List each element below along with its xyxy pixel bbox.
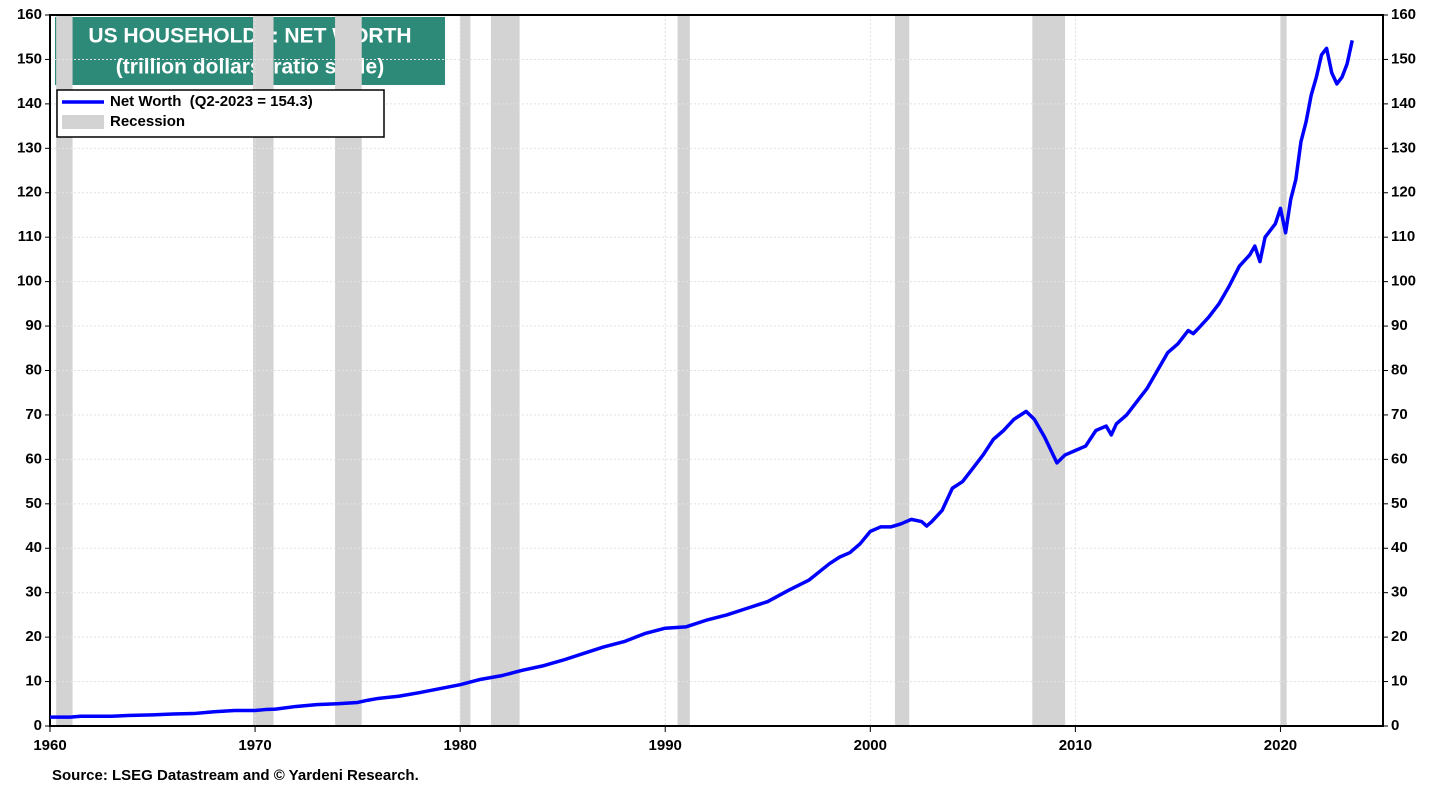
y2-tick-label: 130 [1391,139,1416,156]
chart-title: US HOUSEHOLDS: NET WORTH [88,25,411,48]
y-tick-label: 130 [17,139,42,156]
y-tick-label: 150 [17,50,42,67]
y-tick-label: 70 [25,406,42,423]
y2-tick-label: 120 [1391,184,1416,201]
series-line [50,39,1354,719]
x-tick-label: 1960 [33,737,66,754]
legend-swatch [62,115,104,129]
y2-tick-label: 10 [1391,673,1408,690]
y2-tick-label: 90 [1391,317,1408,334]
x-tick-label: 1970 [238,737,271,754]
x-tick-label: 2010 [1059,737,1092,754]
plot-frame [49,14,1384,727]
legend-label: Recession [110,113,185,130]
y-tick-label: 90 [25,317,42,334]
y-tick-label: 160 [17,6,42,23]
title-box [55,17,445,85]
y2-tick-label: 0 [1391,717,1399,734]
x-tick-label: 1990 [649,737,682,754]
y-tick-label: 100 [17,273,42,290]
y2-tick-label: 150 [1391,50,1416,67]
y-tick-label: 20 [25,628,42,645]
y-tick-label: 140 [17,95,42,112]
recession-band [56,15,73,726]
y2-tick-label: 110 [1391,228,1415,245]
legend-label: Net Worth (Q2-2023 = 154.3) [110,93,313,110]
legend-box [56,89,385,138]
y-tick-label: 40 [25,539,42,556]
y-tick-label: 10 [25,673,42,690]
y-tick-label: 120 [17,184,42,201]
y-tick-label: 110 [18,228,42,245]
y2-tick-label: 100 [1391,273,1416,290]
y2-tick-label: 70 [1391,406,1408,423]
y2-tick-label: 40 [1391,539,1408,556]
y2-tick-label: 140 [1391,95,1416,112]
y2-tick-label: 160 [1391,6,1416,23]
y-tick-label: 60 [25,450,42,467]
chart-subtitle: (trillion dollars, ratio scale) [116,56,384,79]
y-tick-label: 30 [25,584,42,601]
y-tick-label: 50 [25,495,42,512]
source: Source: LSEG Datastream and © Yardeni Re… [52,767,419,784]
y2-tick-label: 20 [1391,628,1408,645]
x-tick-label: 2020 [1264,737,1297,754]
y2-tick-label: 50 [1391,495,1408,512]
y2-tick-label: 80 [1391,361,1408,378]
x-tick-label: 1980 [443,737,476,754]
y2-tick-label: 30 [1391,584,1408,601]
y-tick-label: 0 [34,717,42,734]
y-tick-label: 80 [25,361,42,378]
y2-tick-label: 60 [1391,450,1408,467]
recession-band [460,15,471,726]
recession-band [1032,15,1066,726]
x-tick-label: 2000 [854,737,887,754]
